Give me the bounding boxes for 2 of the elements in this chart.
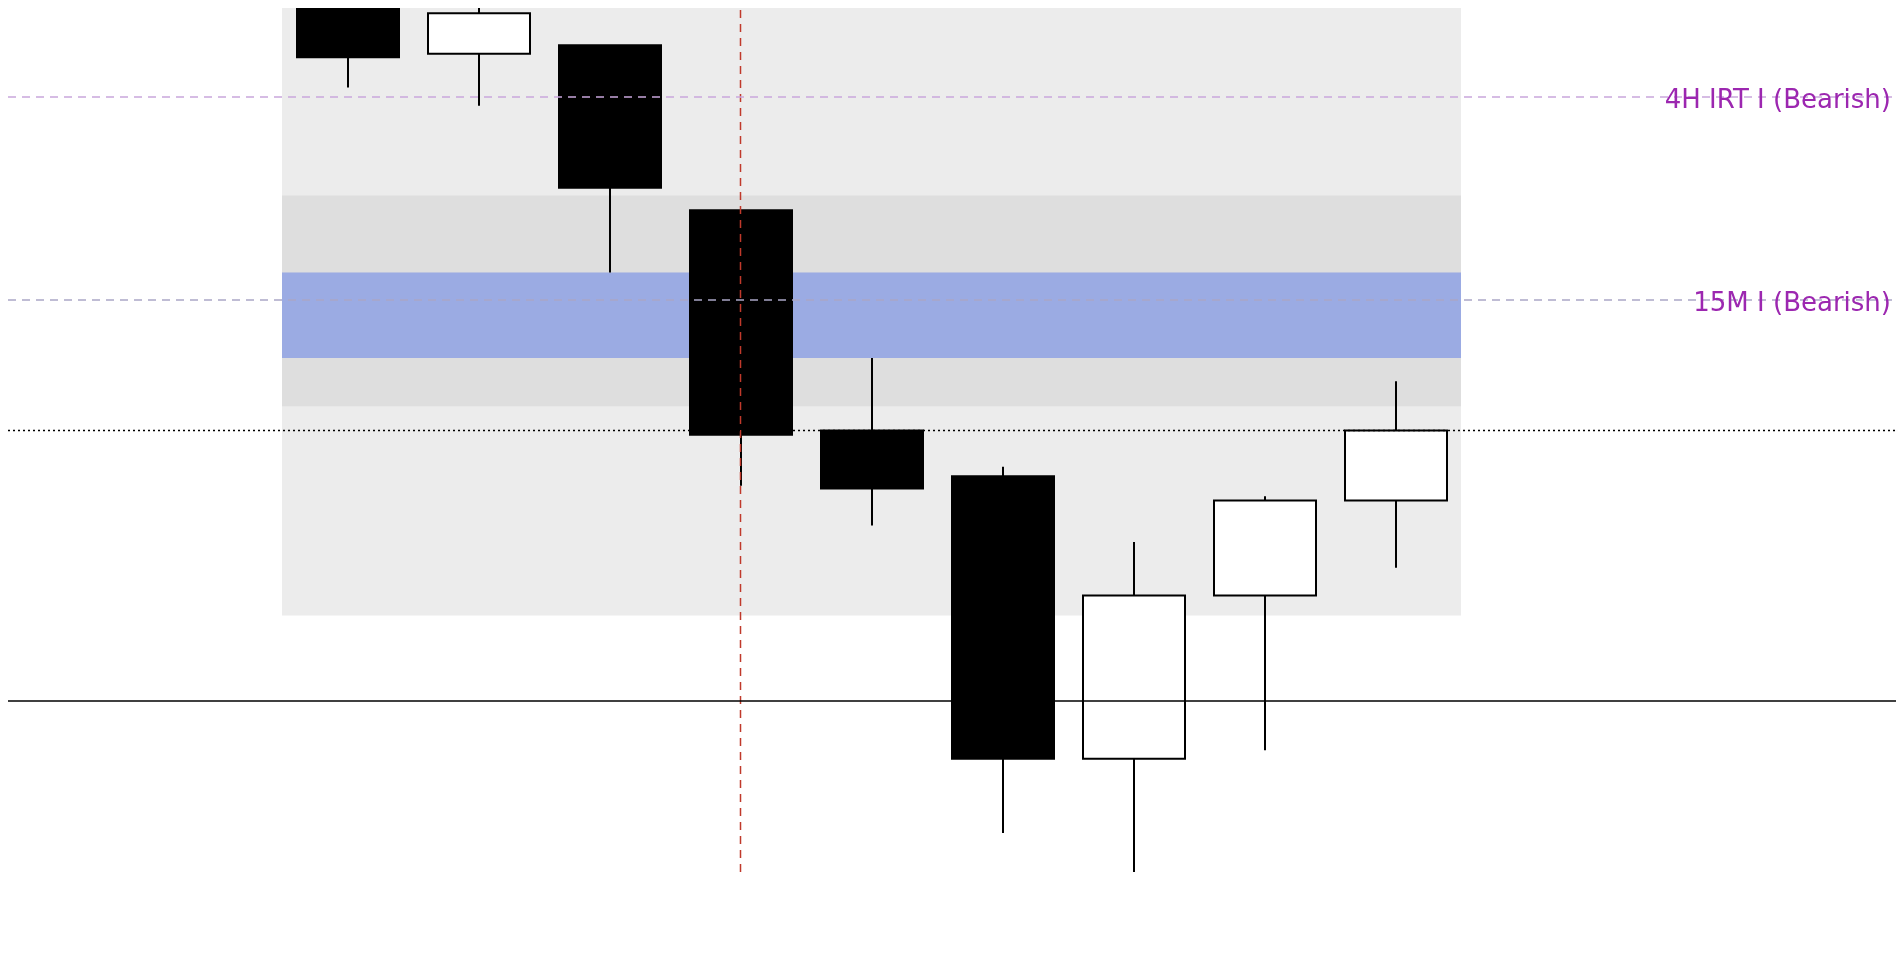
ref-line-label: 15M I (Bearish) (1693, 287, 1891, 318)
ref-line-label: 4H IRT I (Bearish) (1664, 84, 1891, 115)
